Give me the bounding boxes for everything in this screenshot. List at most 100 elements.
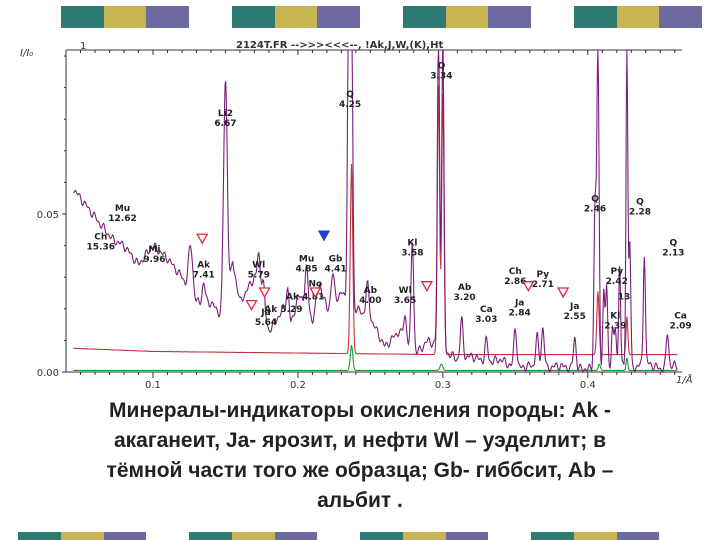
peak-label-line: 2.28 [629, 208, 651, 218]
peak-label: Ca 3.03 [475, 305, 497, 325]
peak-label: Ab 4.00 [359, 286, 381, 306]
stripe-segment [189, 6, 232, 28]
series-line-purple [72, 49, 678, 374]
top-decorative-stripe [18, 6, 702, 28]
peak-label-line: 2.71 [532, 280, 554, 290]
peak-label-line: Ab [364, 286, 378, 296]
peak-label-line: 2.55 [564, 312, 586, 322]
stripe-segment [317, 532, 360, 540]
series-lines [72, 49, 678, 374]
triangle-marker [557, 287, 570, 299]
x-tick-label: 0.2 [290, 380, 306, 388]
triangle-marker [420, 281, 434, 293]
stripe-segment [317, 6, 360, 28]
stripe-segment [360, 6, 403, 28]
peak-label: Ca 2.09 [669, 311, 691, 331]
triangle-marker [309, 287, 322, 299]
peak-label: Ak 5.29 [264, 305, 302, 315]
peak-label-line: Kl [407, 239, 417, 249]
caption-line: тёмной части того же образца; Gb- гиббси… [106, 459, 614, 482]
stripe-segment [531, 532, 574, 540]
peak-label-line: Mi [148, 245, 160, 255]
stripe-segment [402, 6, 446, 28]
stripe-segment [573, 6, 617, 28]
peak-label-line: 7.41 [193, 271, 215, 281]
peak-label-line: 4.41 [324, 264, 346, 274]
peak-label: Q 2.28 [629, 198, 651, 218]
stripe-segment [18, 6, 61, 28]
peak-label-line: 3.58 [401, 249, 423, 259]
peak-label: Py 2.71 [532, 270, 554, 290]
peak-label-line: 3.65 [394, 296, 416, 306]
peak-label-line: Ch [94, 232, 107, 242]
stripe-segment [488, 532, 531, 540]
peak-label: Mu 4.85 [295, 254, 317, 274]
peak-label-line: Py [537, 270, 550, 280]
peak-label: Q 3.34 [430, 62, 452, 82]
peak-label: 13 [618, 292, 631, 302]
peak-label: Q 2.13 [662, 239, 684, 259]
peak-label: Q 4.25 [339, 90, 361, 110]
triangle-marker [522, 281, 535, 293]
peak-label-line: Wl [252, 261, 265, 271]
peak-label-line: 6.67 [214, 119, 236, 129]
chart-header: 2124T.FR -->>><<<--, !Ak,J,W,(K),Ht [236, 40, 443, 51]
peak-label-line: Ch [509, 267, 522, 277]
peak-label: Gb 4.41 [324, 254, 346, 274]
peak-label-line: 2.84 [509, 309, 531, 319]
peak-label-line: Ak 4.81 [286, 292, 324, 302]
peak-label: Kl 3.58 [401, 239, 423, 259]
peak-label-line: 9.96 [143, 255, 165, 265]
peak-label-line: 3.20 [453, 293, 475, 303]
peak-label: Mi 9.96 [143, 245, 165, 265]
chart-header-marker: 1 [80, 41, 86, 52]
peak-label-line: 2.13 [662, 249, 684, 259]
stripe-segment [189, 532, 232, 540]
y-axis-label: I/I₀ [20, 48, 33, 59]
stripe-segment [616, 6, 660, 28]
peak-label-line: Gb [329, 254, 343, 264]
peak-label-line: 5.79 [248, 271, 270, 281]
stripe-segment [488, 6, 531, 28]
stripe-segment [231, 532, 275, 540]
caption-line: Минералы-индикаторы окисления породы: Ak… [108, 399, 611, 422]
peak-label: Wl 3.65 [394, 286, 416, 306]
peak-label-line: Q [438, 62, 446, 72]
peak-label-line: Q [669, 239, 677, 249]
peak-label-line: Ja [514, 299, 524, 309]
x-tick-label: 0.3 [435, 380, 451, 388]
peak-label-line: 4.25 [339, 100, 361, 110]
peak-label-line: Ja [569, 302, 579, 312]
peak-label: Ja 2.84 [509, 299, 531, 319]
peak-label-line: Kl [610, 311, 620, 321]
peak-label: Q 2.46 [584, 194, 606, 214]
peak-label: Ch 2.86 [504, 267, 526, 287]
stripe-segment [60, 532, 104, 540]
peak-label-line: 2.42 [606, 277, 628, 287]
caption-line: альбит . [317, 489, 403, 512]
peak-label: Ab 3.20 [453, 283, 475, 303]
peak-label-line: 13 [618, 292, 631, 302]
peak-label-line: Ak [197, 261, 211, 271]
stripe-segment [274, 6, 318, 28]
stripe-segment [103, 6, 147, 28]
stripe-segment [60, 6, 104, 28]
slide-caption: Минералы-индикаторы окисления породы: Ak… [0, 396, 720, 516]
triangle-marker [317, 230, 331, 242]
stripe-segment [616, 532, 660, 540]
triangle-marker [258, 287, 271, 299]
axes: 0.1 0.2 0.3 0.4 0.05 0.00 [37, 49, 682, 388]
peak-label-line: 3.03 [475, 315, 497, 325]
peak-label-line: Q [636, 198, 644, 208]
stripe-segment [402, 532, 446, 540]
triangle-marker [196, 233, 209, 245]
peak-label-line: 4.00 [359, 296, 381, 306]
peak-label: Ch 15.36 [87, 232, 115, 252]
peak-label: Wl 5.79 [248, 261, 270, 281]
peak-label-line: 4.85 [295, 264, 317, 274]
xrd-chart: 1 2124T.FR -->>><<<--, !Ak,J,W,(K),Ht I/… [18, 38, 702, 388]
caption-line: акаганеит, Ja- ярозит, и нефти Wl – уэде… [113, 429, 607, 452]
stripe-segment [146, 6, 189, 28]
peak-label-line: Wl [399, 286, 412, 296]
